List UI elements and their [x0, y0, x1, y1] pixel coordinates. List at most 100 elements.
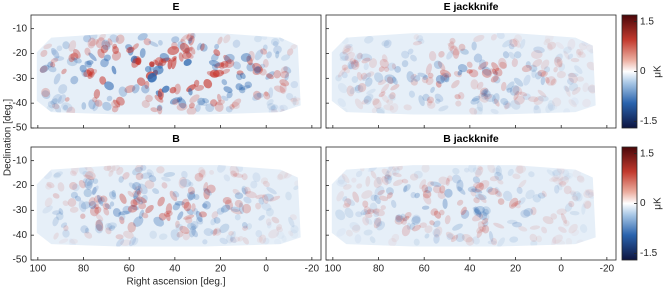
map-blob: [342, 184, 352, 190]
map-blob: [571, 97, 579, 106]
map-blob: [56, 45, 63, 52]
map-blob: [262, 194, 269, 204]
map-blob: [335, 74, 342, 82]
x-tick-label: 0: [263, 264, 269, 275]
map-blob: [106, 165, 116, 173]
map-blob: [445, 177, 450, 186]
map-blob: [337, 98, 347, 108]
map-blob: [51, 47, 60, 59]
map-blob: [533, 46, 545, 54]
map-blob: [188, 88, 193, 96]
x-tick-label: 80: [78, 264, 90, 275]
map-blob: [351, 76, 359, 83]
map-blob: [266, 186, 277, 195]
map-blob: [176, 96, 183, 103]
x-tick-label: -20: [600, 264, 615, 275]
map-blob: [386, 99, 394, 105]
map-blob: [470, 97, 480, 105]
map-blob: [167, 59, 173, 70]
map-blob: [120, 239, 132, 246]
map-blob: [395, 214, 403, 223]
map-blob: [178, 52, 184, 62]
map-blob: [377, 189, 386, 196]
map-blob: [424, 233, 430, 239]
map-blob: [183, 58, 192, 66]
map-blob: [568, 200, 575, 208]
map-blob: [509, 38, 518, 48]
map-blob: [174, 83, 181, 95]
map-blob: [557, 183, 563, 191]
map-blob: [374, 72, 384, 83]
map-blob: [238, 202, 244, 214]
map-blob: [275, 224, 283, 231]
x-tick-label: 40: [464, 264, 476, 275]
map-blob: [373, 194, 381, 205]
map-blob: [263, 193, 274, 202]
map-blob: [115, 234, 124, 240]
map-blob: [100, 195, 108, 203]
map-blob: [154, 57, 164, 67]
map-blob: [62, 200, 69, 206]
map-blob: [89, 206, 99, 217]
map-blob: [353, 59, 359, 68]
map-blob: [136, 196, 147, 204]
map-blob: [576, 175, 585, 183]
map-blob: [439, 69, 452, 78]
map-blob: [229, 236, 241, 243]
map-blob: [80, 213, 86, 219]
map-blob: [576, 76, 585, 82]
map-blob: [50, 62, 56, 68]
map-blob: [134, 186, 143, 195]
map-blob: [446, 50, 454, 60]
map-blob: [94, 198, 103, 207]
map-blob: [582, 200, 592, 209]
map-blob: [473, 197, 480, 204]
map-blob: [53, 171, 63, 178]
map-blob: [45, 183, 52, 190]
map-blob: [290, 80, 299, 89]
map-blob: [285, 191, 292, 201]
map-blob: [478, 211, 488, 221]
map-blob: [214, 62, 225, 69]
map-blob: [239, 72, 246, 79]
map-blob: [122, 205, 132, 215]
map-blob: [362, 216, 370, 226]
map-blob: [219, 62, 225, 70]
map-blob: [146, 169, 154, 178]
map-blob: [188, 102, 195, 109]
map-blob: [73, 48, 81, 59]
map-blob: [567, 77, 574, 85]
map-blob: [502, 39, 513, 48]
map-blob: [147, 72, 157, 83]
map-blob: [189, 46, 196, 55]
map-blob: [477, 165, 483, 171]
map-blob: [57, 182, 65, 192]
map-blob: [471, 95, 481, 102]
map-blob: [86, 60, 94, 66]
map-blob: [111, 65, 117, 75]
map-blob: [86, 178, 95, 187]
map-blob: [433, 234, 440, 244]
map-blob: [61, 68, 67, 75]
map-blob: [133, 188, 141, 199]
map-blob: [535, 71, 543, 80]
map-blob: [458, 92, 465, 100]
map-blob: [588, 192, 596, 199]
map-blob: [284, 73, 289, 81]
map-blob: [373, 208, 385, 217]
map-blob: [259, 68, 267, 76]
map-blob: [74, 195, 82, 202]
map-blob: [514, 34, 523, 43]
map-blob: [476, 226, 484, 234]
map-blob: [209, 170, 215, 175]
map-blob: [558, 63, 566, 72]
map-blob: [478, 193, 487, 204]
map-blob: [179, 43, 190, 53]
map-blob: [214, 101, 224, 112]
map-blob: [457, 64, 468, 73]
map-blob: [342, 196, 348, 202]
map-blob: [579, 224, 588, 233]
map-blob: [53, 232, 59, 240]
map-blob: [217, 36, 223, 45]
map-blob: [190, 33, 196, 39]
